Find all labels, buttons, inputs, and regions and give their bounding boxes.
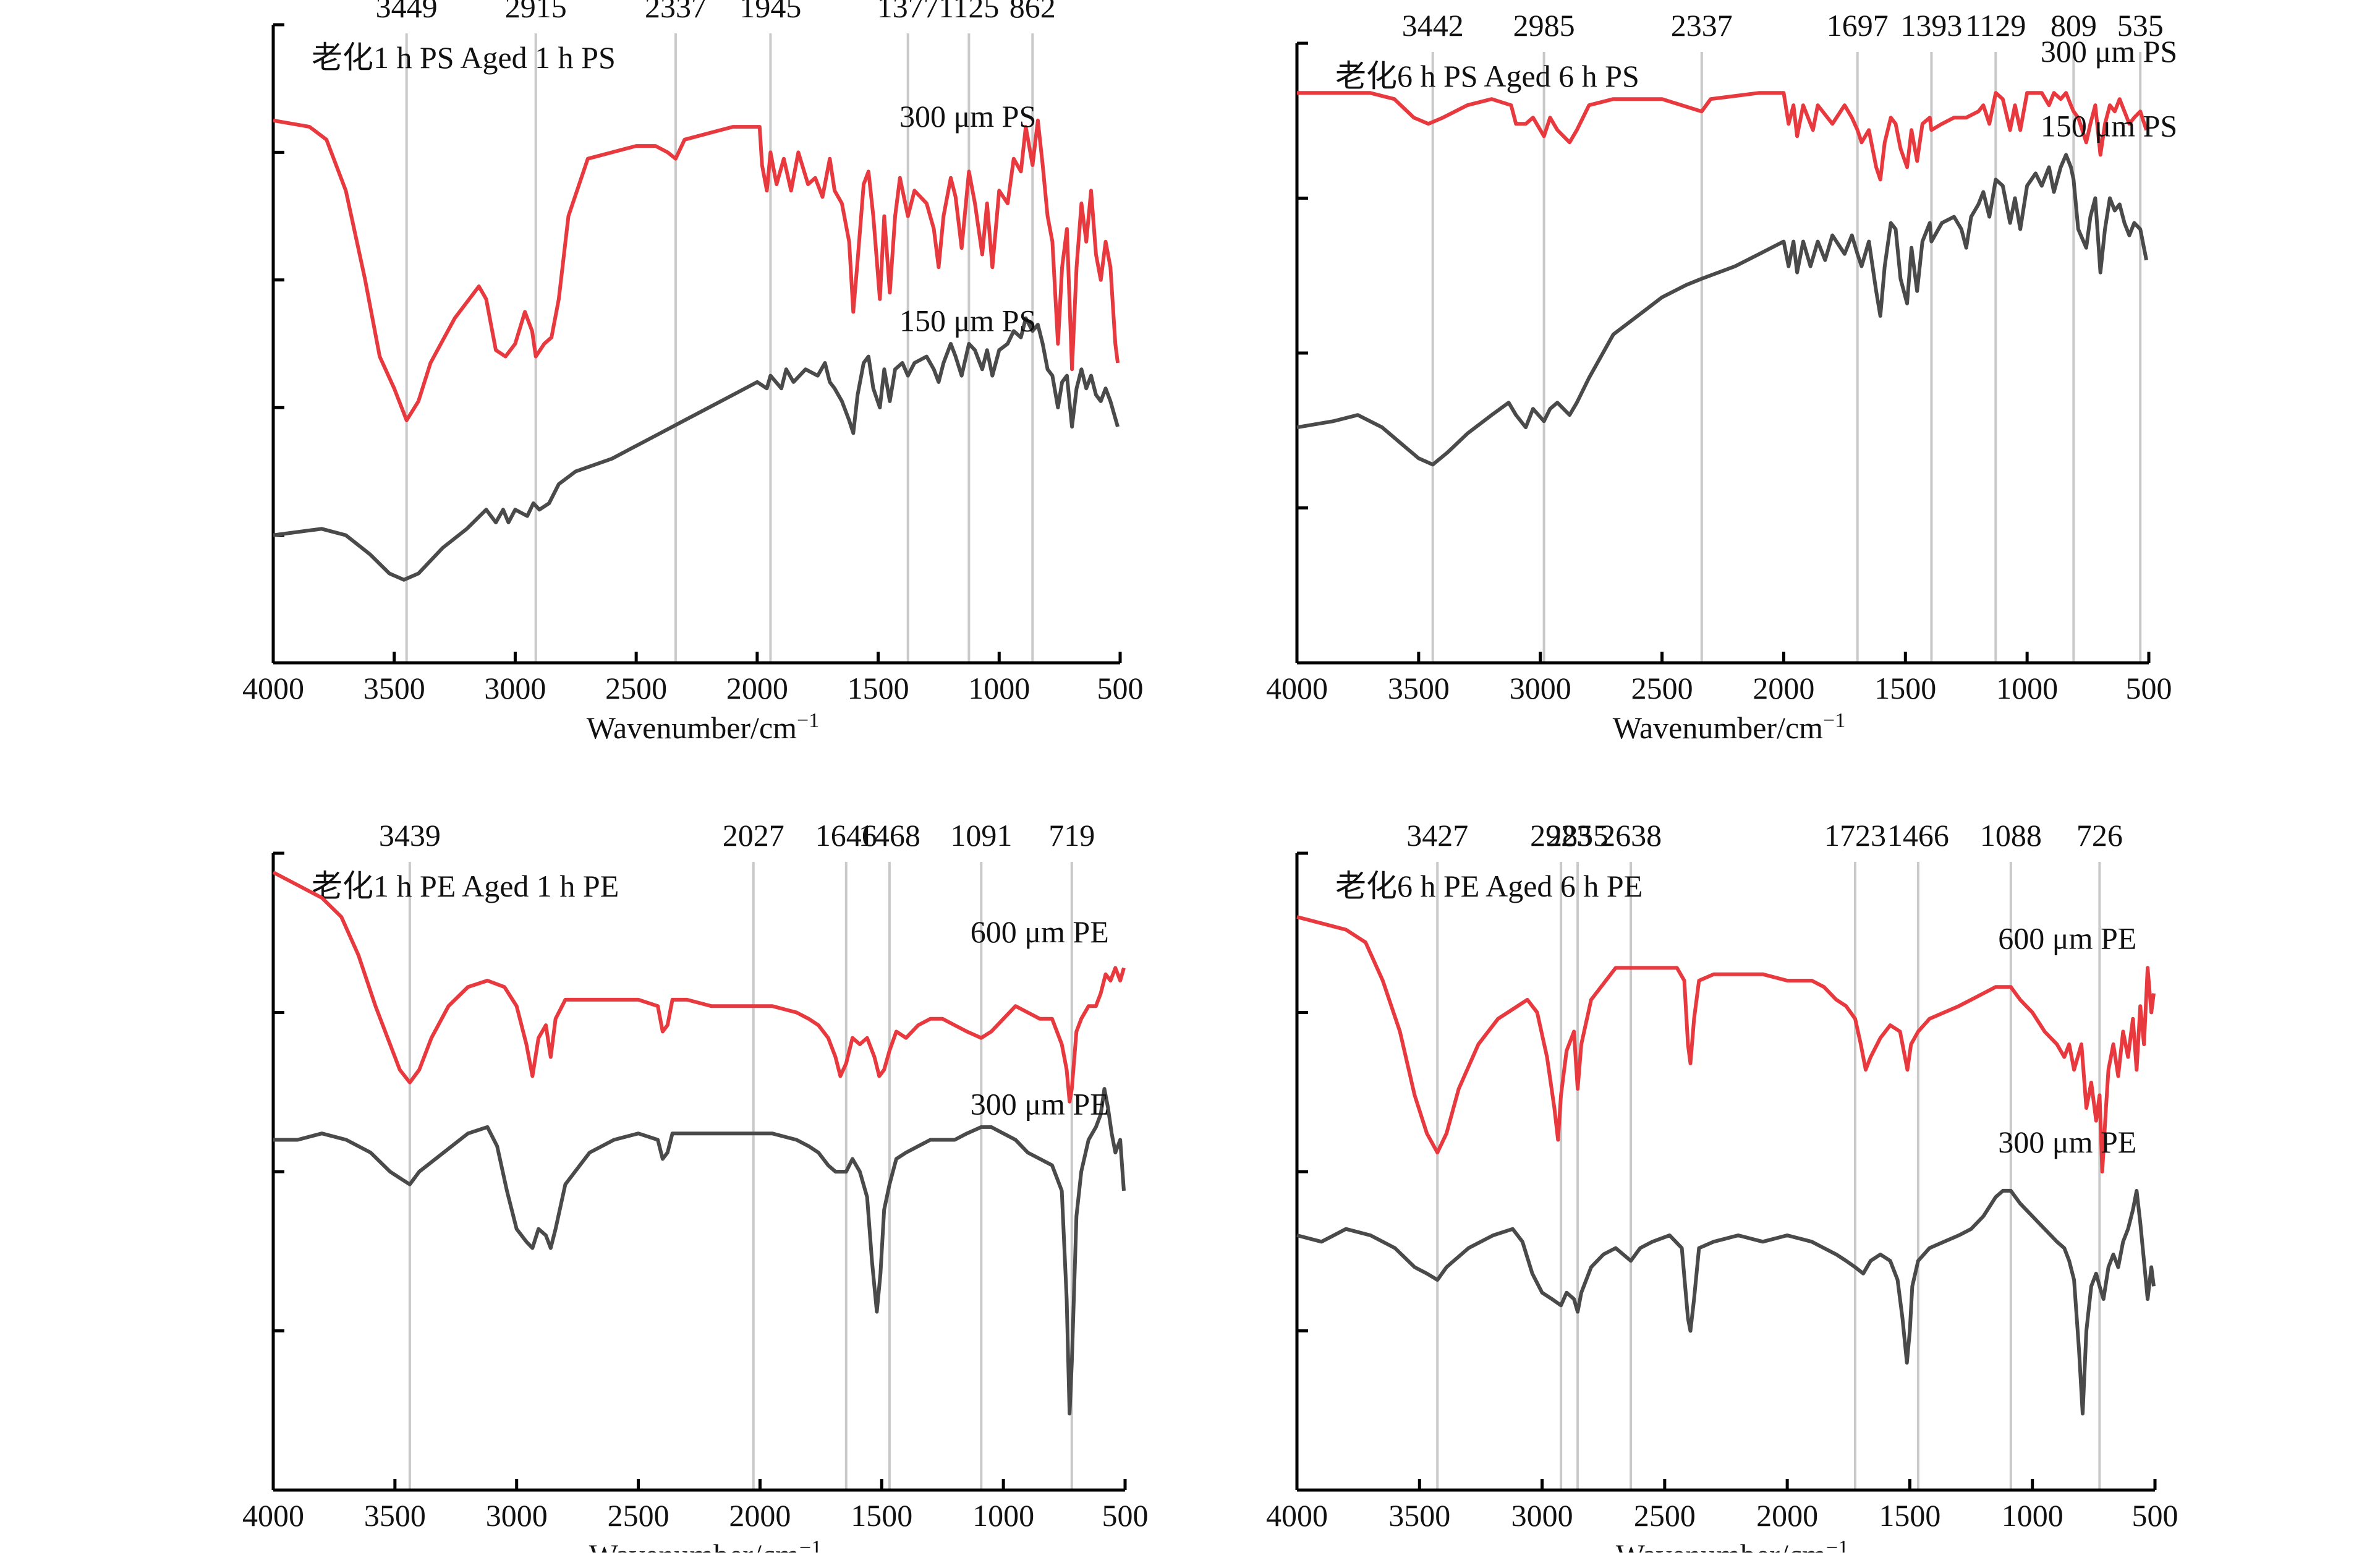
series-line-2 [273,316,1120,582]
peak-marker-label: 1091 [950,818,1012,853]
x-tick-label: 2500 [608,1498,669,1533]
panel-title: 老化6 h PS Aged 6 h PS [1335,59,1639,93]
peak-marker-label: 2337 [1671,8,1733,43]
x-tick-label: 4000 [1266,671,1328,705]
panel-title: 老化1 h PE Aged 1 h PE [312,869,619,903]
chart-panel-2: 4000 3500 3000 2500 2000 1500 1000 500 Wavenumbe… [1266,8,2177,745]
series-label: 300 μm PS [899,99,1036,134]
x-tick-label: 500 [1097,671,1144,705]
series-line-1 [1296,915,2156,1174]
peak-marker-label: 1393 [1900,8,1962,43]
x-axis-label: Wavenumber/cm−1 [1613,709,1845,745]
peak-marker-label: 3449 [376,0,438,24]
series-label: 600 μm PE [1998,921,2136,956]
series-line-2 [273,1087,1126,1416]
peak-marker-label: 809 [2051,8,2097,43]
peak-marker-label: 2638 [1600,818,1662,853]
x-tick-label: 500 [2126,671,2172,705]
peak-marker-label: 535 [2117,8,2164,43]
x-tick-label: 2000 [1753,671,1814,705]
peak-marker-label: 3442 [1402,8,1464,43]
x-tick-label: 1500 [1879,1498,1940,1533]
x-axis-label-superscript: −1 [797,709,819,732]
x-tick-label: 500 [2132,1498,2178,1533]
x-tick-label: 2500 [605,671,667,705]
panel-title: 老化1 h PS Aged 1 h PS [312,40,616,75]
peak-marker-label: 1125 [938,0,999,24]
x-tick-label: 3000 [486,1498,548,1533]
series-label: 150 μm PS [2041,108,2177,143]
series-line-1 [272,871,1126,1104]
peak-marker-label: 1468 [859,818,920,853]
chart-panel-1: 4000 3500 3000 2500 2000 1500 1000 500 Wavenumbe… [242,0,1144,745]
peak-marker-label: 1129 [1965,8,2026,43]
peak-marker-label: 1377 [877,0,939,24]
chart-panel-3: 4000 3500 3000 2500 2000 1500 1000 500 Wavenumbe… [242,818,1149,1555]
x-axis-label-superscript: −1 [1826,1536,1848,1553]
x-tick-label: 500 [1102,1498,1149,1533]
series-label: 600 μm PE [971,914,1109,949]
x-axis-label-superscript: −1 [1823,709,1845,732]
peak-marker-label: 1945 [739,0,801,24]
x-tick-label: 3500 [364,1498,426,1533]
x-tick-label: 3500 [1388,1498,1450,1533]
peak-marker-label: 1723 [1824,818,1886,853]
peak-marker-label: 726 [2076,818,2123,853]
x-tick-label: 4000 [1266,1498,1328,1533]
series-label: 300 μm PE [1998,1125,2136,1159]
peak-marker-label: 3427 [1406,818,1468,853]
x-tick-label: 3500 [1388,671,1450,705]
series-label: 300 μm PS [2041,34,2177,69]
x-axis-label: Wavenumber/cm−1 [1616,1536,1848,1553]
peak-marker-label: 3439 [379,818,441,853]
series-label: 150 μm PS [899,303,1036,338]
x-tick-label: 2000 [1756,1498,1818,1533]
x-axis-label: Wavenumber/cm−1 [587,709,819,745]
x-tick-label: 3000 [1511,1498,1573,1533]
x-tick-label: 4000 [242,671,304,705]
x-tick-label: 1500 [848,671,909,705]
x-tick-label: 2500 [1631,671,1693,705]
series-line-1 [273,118,1120,422]
peak-marker-label: 1466 [1887,818,1949,853]
x-tick-label: 1500 [851,1498,912,1533]
series-line-1 [1297,91,2148,182]
peak-marker-label: 2855 [1547,818,1609,853]
chart-panel-4: 4000 3500 3000 2500 2000 1500 1000 500 Wavenumbe… [1266,818,2178,1555]
x-tick-label: 1000 [972,1498,1034,1533]
peak-marker-label: 1697 [1827,8,1889,43]
peak-marker-label: 2915 [505,0,567,24]
x-axis-label-superscript: −1 [799,1536,822,1553]
x-tick-label: 1000 [968,671,1030,705]
x-tick-label: 3000 [1510,671,1571,705]
peak-marker-label: 1088 [1980,818,2042,853]
series-line-2 [1296,153,2149,467]
peak-marker-label: 1646 [815,818,877,853]
panel-title: 老化6 h PE Aged 6 h PE [1335,869,1643,903]
x-tick-label: 4000 [242,1498,304,1533]
peak-marker-label: 719 [1048,818,1095,853]
x-tick-label: 2000 [729,1498,791,1533]
x-tick-label: 1500 [1874,671,1936,705]
series-label: 300 μm PE [971,1086,1109,1121]
series-line-2 [1296,1188,2156,1416]
x-axis-label: Wavenumber/cm−1 [589,1536,822,1553]
peak-marker-label: 2985 [1513,8,1575,43]
x-tick-label: 2500 [1634,1498,1696,1533]
x-tick-label: 2000 [726,671,788,705]
peak-marker-label: 2027 [723,818,784,853]
x-tick-label: 1000 [1996,671,2058,705]
peak-marker-label: 862 [1009,0,1056,24]
x-tick-label: 1000 [2002,1498,2063,1533]
peak-marker-label: 2923 [1530,818,1592,853]
peak-marker-label: 2337 [645,0,707,24]
x-tick-label: 3500 [363,671,425,705]
x-tick-label: 3000 [484,671,546,705]
